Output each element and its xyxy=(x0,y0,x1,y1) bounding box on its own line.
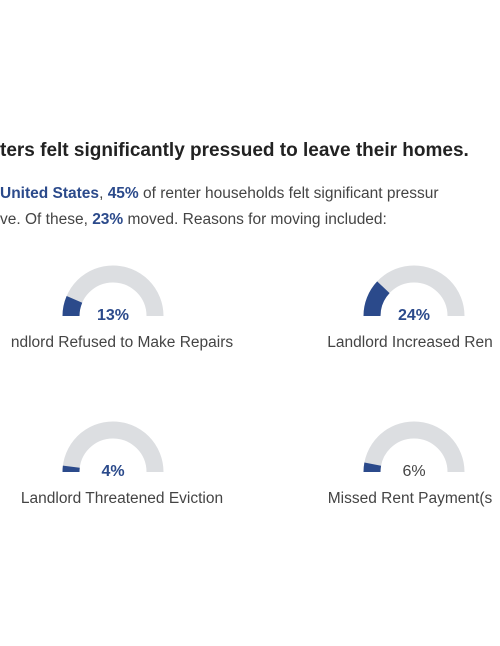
subtitle-country: United States xyxy=(0,185,100,202)
subtitle-line1-rest: of renter households felt significant pr… xyxy=(138,185,439,202)
gauge-category-label: Landlord Increased Ren xyxy=(327,334,493,351)
gauge-category-label: Landlord Threatened Eviction xyxy=(20,490,224,507)
subtitle-moved-pct: 23% xyxy=(92,211,124,228)
gauge-value-label: 13% xyxy=(96,307,130,324)
gauge-value-label: 6% xyxy=(402,463,426,480)
gauge-fill xyxy=(363,462,382,473)
gauge-value-label: 24% xyxy=(397,307,431,324)
subtitle-line2-rest: moved. Reasons for moving included: xyxy=(123,211,387,228)
subtitle-line2-start: ve. Of these, xyxy=(0,211,93,228)
subtitle-line-1: United States, 45% of renter households … xyxy=(0,185,439,203)
gauge-track xyxy=(62,265,164,317)
subtitle-line-2: ve. Of these, 23% moved. Reasons for mov… xyxy=(0,211,387,229)
gauge-category-label: ndlord Refused to Make Repairs xyxy=(10,334,234,351)
gauge-track xyxy=(62,421,164,473)
headline: ters felt significantly pressued to leav… xyxy=(0,140,469,161)
subtitle-comma: , xyxy=(99,185,108,202)
gauge-fill xyxy=(363,281,390,317)
gauge-value-label: 4% xyxy=(101,463,125,480)
gauge-fill xyxy=(62,295,83,317)
subtitle-pressure-pct: 45% xyxy=(107,185,139,202)
gauge-track xyxy=(363,421,465,473)
gauge-category-label: Missed Rent Payment(s xyxy=(327,490,493,507)
